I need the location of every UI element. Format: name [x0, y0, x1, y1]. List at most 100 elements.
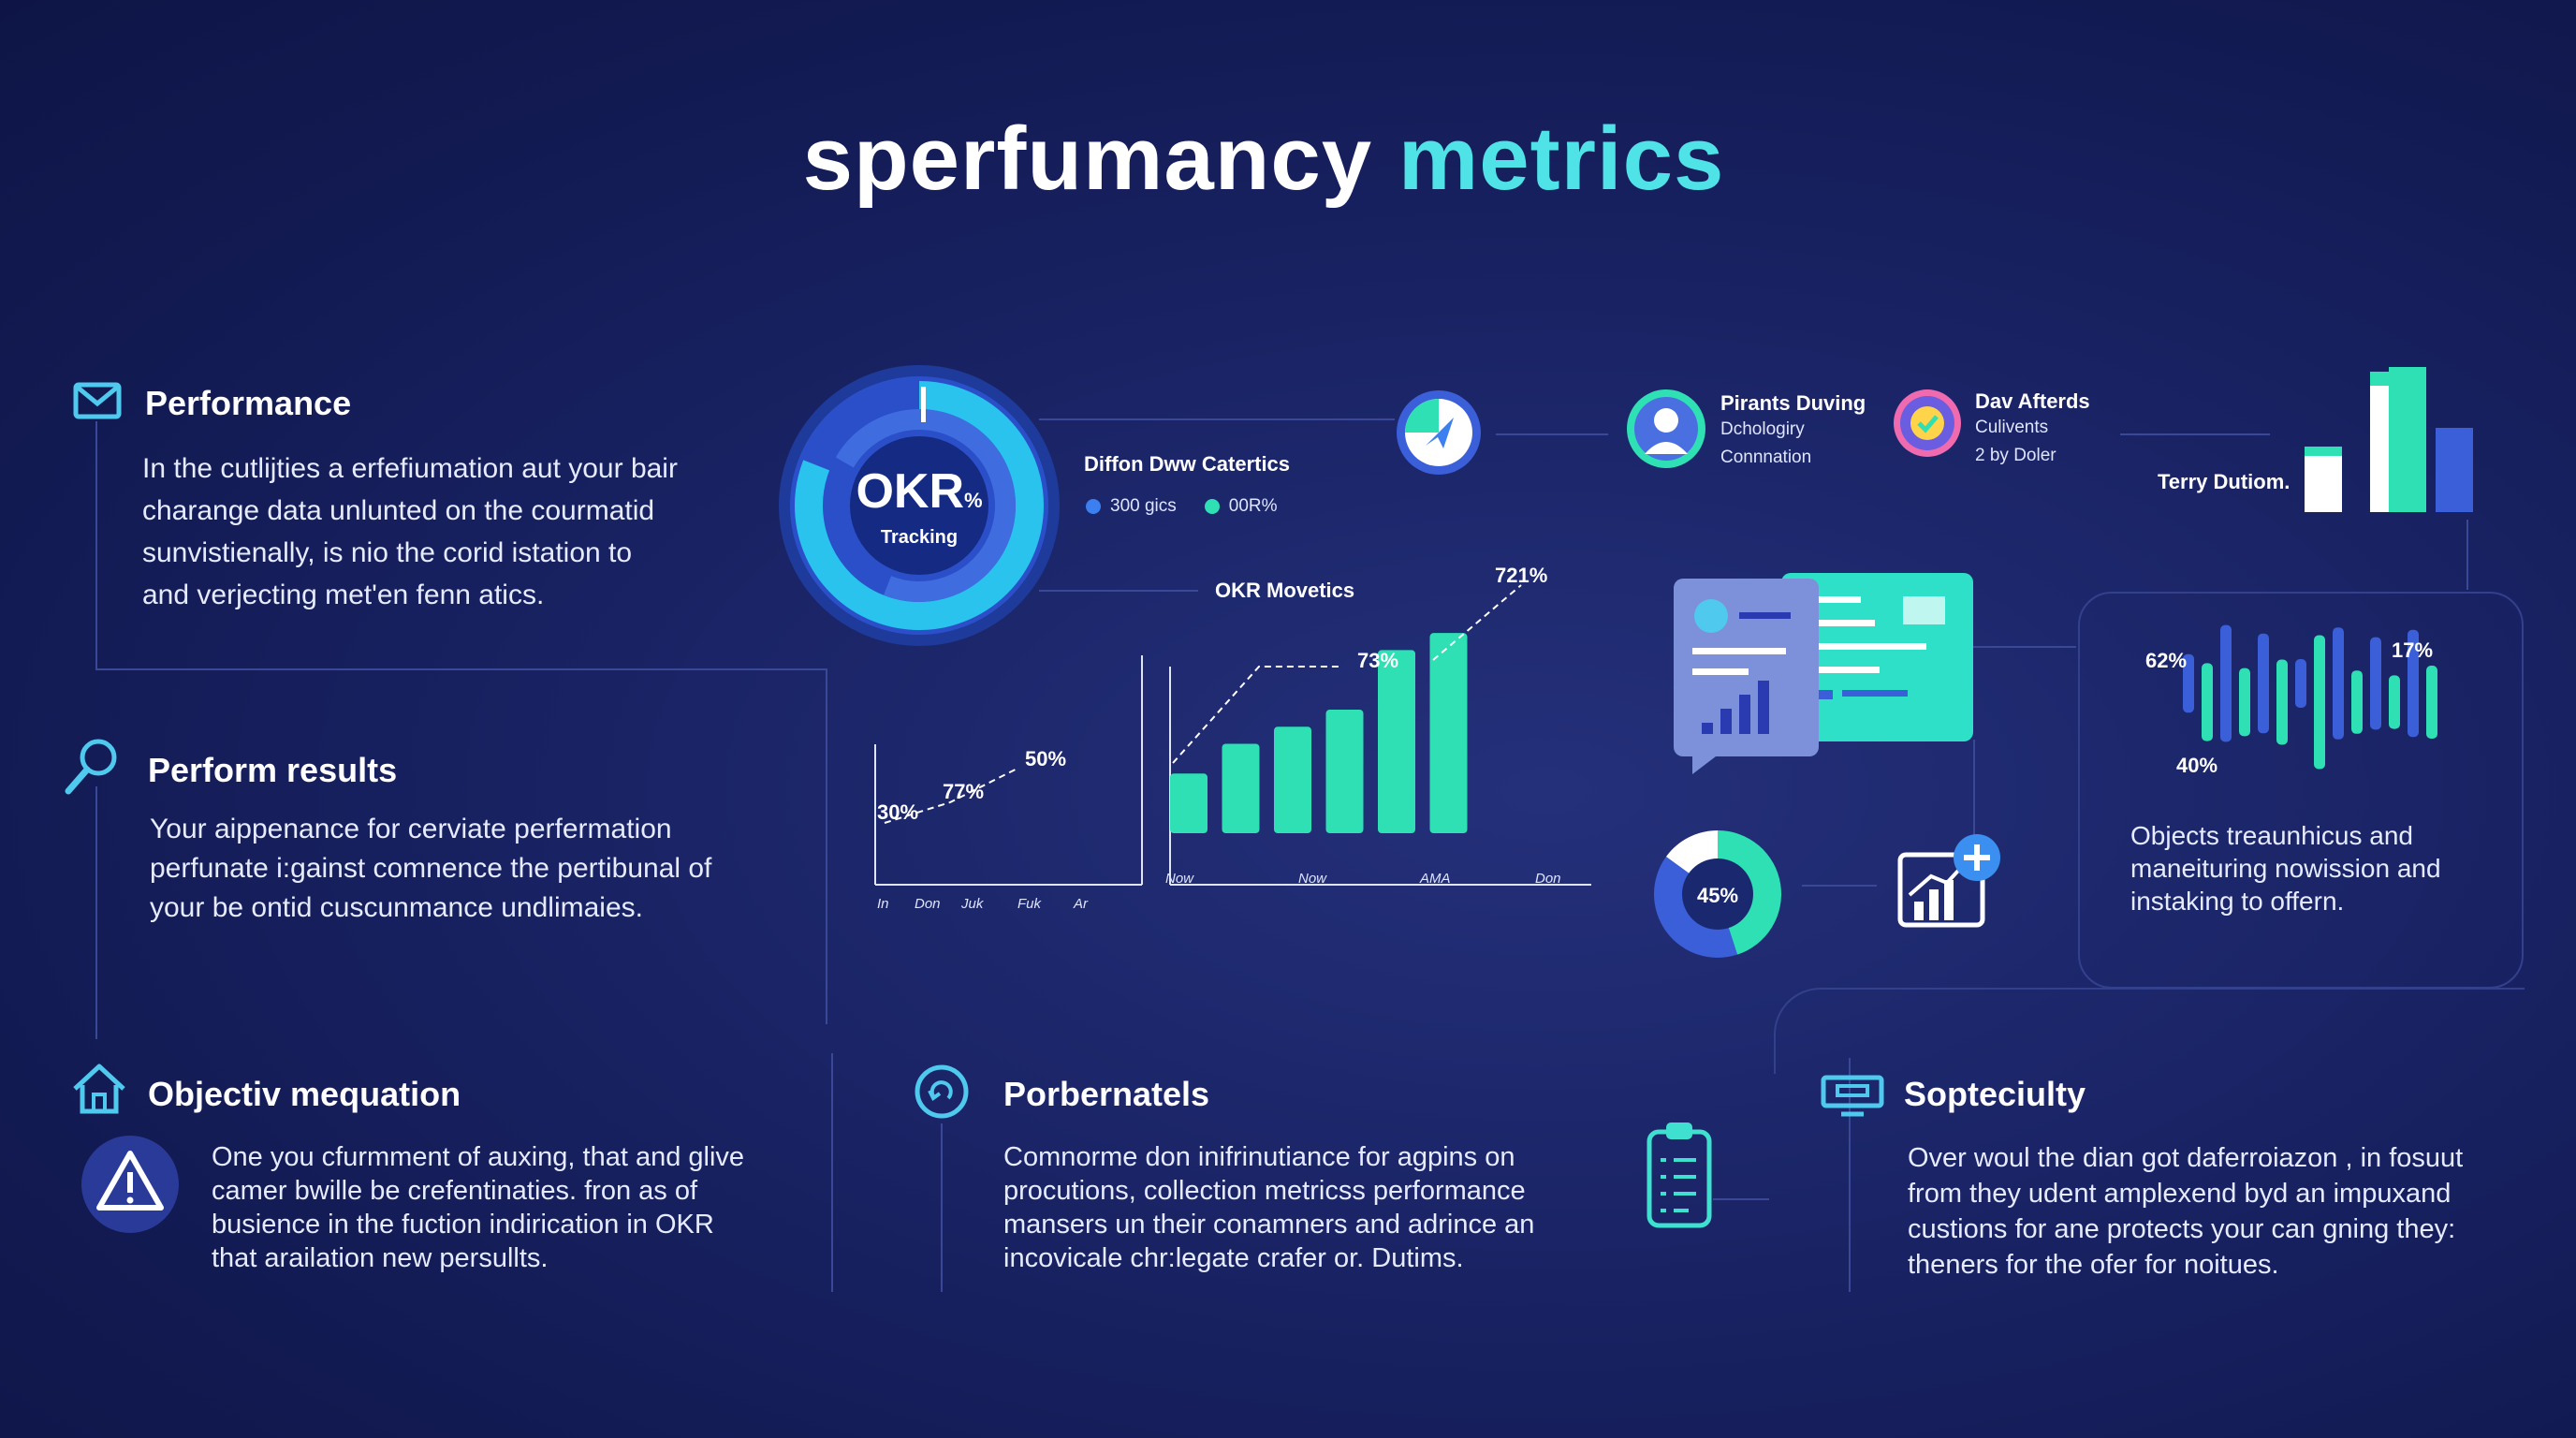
connector-line [826, 668, 827, 1024]
person-detail: Connnation [1720, 448, 1812, 467]
okr-donut-label: OKR% [779, 463, 1060, 520]
clipboard-icon [1644, 1119, 1715, 1231]
bar [2295, 659, 2306, 708]
bar [2389, 675, 2400, 729]
legend-item: 300 gics 00R% [1086, 496, 1278, 517]
point-label: 77% [943, 780, 984, 803]
avatar[interactable] [1626, 389, 1706, 469]
connector-line [1496, 433, 1608, 435]
warning-icon [79, 1133, 182, 1236]
panel-border [1774, 988, 2525, 1074]
text-line: mansers un their conamners and adrince a… [1003, 1210, 1535, 1240]
connector-line [1973, 740, 1975, 880]
x-tick-label: Now [1165, 871, 1194, 887]
bar [1222, 743, 1260, 833]
x-tick-label: Now [1298, 871, 1327, 887]
connector-line [2466, 520, 2468, 590]
bar [1170, 773, 1208, 833]
bar [2202, 663, 2213, 741]
point-label: 30% [877, 800, 918, 824]
section-title-porbernatels: Porbernatels [1003, 1075, 1210, 1113]
section-title-sopteciulty: Sopteciulty [1904, 1075, 2086, 1113]
text-line: procutions, collection metricss performa… [1003, 1176, 1526, 1206]
add-chart-icon[interactable] [1895, 831, 2003, 930]
bar [2239, 668, 2250, 737]
bar [2276, 659, 2288, 745]
text-line: sunvistienally, is nio the corid istatio… [142, 537, 633, 568]
refresh-icon [913, 1063, 971, 1121]
annotation-label: 17% [2392, 638, 2433, 662]
x-tick-label: Don [1535, 871, 1561, 887]
text-line: your be ontid cuscunmance undlimaies. [150, 892, 643, 923]
avatar[interactable] [1893, 389, 1962, 458]
okr-movetics-label: OKR Movetics [1215, 579, 1355, 602]
pie-hole [1682, 858, 1753, 930]
search-icon [64, 735, 122, 797]
annotation-label: 40% [2176, 754, 2217, 777]
line-chart: 30% 77% 50% In Don Juk Fuk Ar [874, 655, 1143, 912]
bar [2351, 670, 2363, 734]
mail-icon [73, 382, 122, 419]
x-tick-label: In [877, 896, 889, 912]
bar-chart: 73% 721% Now Now AMA Don [1165, 564, 1591, 887]
rocket-icon[interactable] [1395, 389, 1483, 477]
text-line: camer bwille be crefentinaties. fron as … [212, 1176, 698, 1206]
connector-line [1849, 1058, 1851, 1292]
connector-line [941, 1123, 943, 1292]
section-title-performance: Performance [145, 384, 352, 422]
bar [1325, 710, 1364, 833]
text-line: custions for ane protects your can gning… [1908, 1214, 2456, 1244]
trend-line [1172, 666, 1339, 764]
person-detail: Dchologiry [1720, 419, 1805, 439]
x-tick-label: AMA [1419, 871, 1451, 887]
x-tick-label: Don [915, 896, 941, 912]
section-text-porbernatels: Comnorme don inifrinutiance for agpins o… [1003, 1140, 1640, 1275]
person-detail: 2 by Doler [1975, 446, 2056, 465]
section-text-sopteciulty: Over woul the dian got daferroiazon , in… [1908, 1140, 2525, 1283]
text-line: theners for the ofer for noitues. [1908, 1250, 2279, 1280]
x-tick-label: Fuk [1017, 896, 1043, 912]
connector-line [2120, 433, 2270, 435]
text-line: perfunate i:gainst comnence the pertibun… [150, 853, 712, 884]
okr-suffix: % [964, 489, 983, 512]
bar [2258, 633, 2269, 734]
connector-line [1039, 590, 1198, 592]
connector-line [95, 421, 97, 669]
annotation-label: 73% [1357, 649, 1398, 672]
bar [2220, 624, 2232, 742]
connector-line [1802, 885, 1877, 887]
text-line: Your aippenance for cerviate perfermatio… [150, 814, 672, 844]
okr-main-text: OKR [856, 464, 964, 519]
person-detail: Culivents [1975, 418, 2049, 437]
section-text-objective: One you cfurmment of auxing, that and gl… [212, 1140, 811, 1275]
annotation-label: 721% [1495, 564, 1547, 587]
home-icon [71, 1063, 127, 1115]
wave-bar-chart: 62% 40% 17% [2145, 624, 2437, 777]
okr-sub-text: Tracking [880, 527, 959, 548]
legend-dot [1204, 499, 1220, 514]
bar [2426, 666, 2437, 739]
bar [2183, 653, 2194, 713]
connector-line [1713, 1198, 1769, 1200]
text-line: Comnorme don inifrinutiance for agpins o… [1003, 1142, 1515, 1172]
text-line: instaking to offern. [2130, 887, 2345, 916]
pie-center-label: 45% [1697, 884, 1738, 907]
trend-line [1432, 584, 1522, 661]
text-line: maneituring nowission and [2130, 854, 2441, 883]
page-title: sperfumancy metrics [0, 108, 2527, 211]
terry-label: Terry Dutiom. [2158, 470, 2291, 493]
text-line: One you cfurmment of auxing, that and gl… [212, 1142, 745, 1172]
text-line: Objects treaunhicus and [2130, 821, 2413, 850]
objects-panel-text: Objects treaunhicus and maneituring nowi… [2130, 819, 2505, 917]
legend-item-label: 00R% [1228, 496, 1278, 516]
bar [2314, 635, 2325, 770]
text-line: and verjecting met'en fenn atics. [142, 580, 545, 610]
point-label: 50% [1025, 747, 1066, 770]
title-part1: sperfumancy [802, 109, 1373, 209]
text-line: Over woul the dian got daferroiazon , in… [1908, 1143, 2464, 1173]
legend-dot [1086, 499, 1101, 514]
okr-donut: OKR% Tracking [779, 360, 1060, 651]
pie-chart: 45% [1654, 830, 1781, 958]
section-text-performance: In the cutlijties a erfefiumation aut yo… [142, 448, 816, 616]
monitor-icon [1821, 1075, 1884, 1118]
